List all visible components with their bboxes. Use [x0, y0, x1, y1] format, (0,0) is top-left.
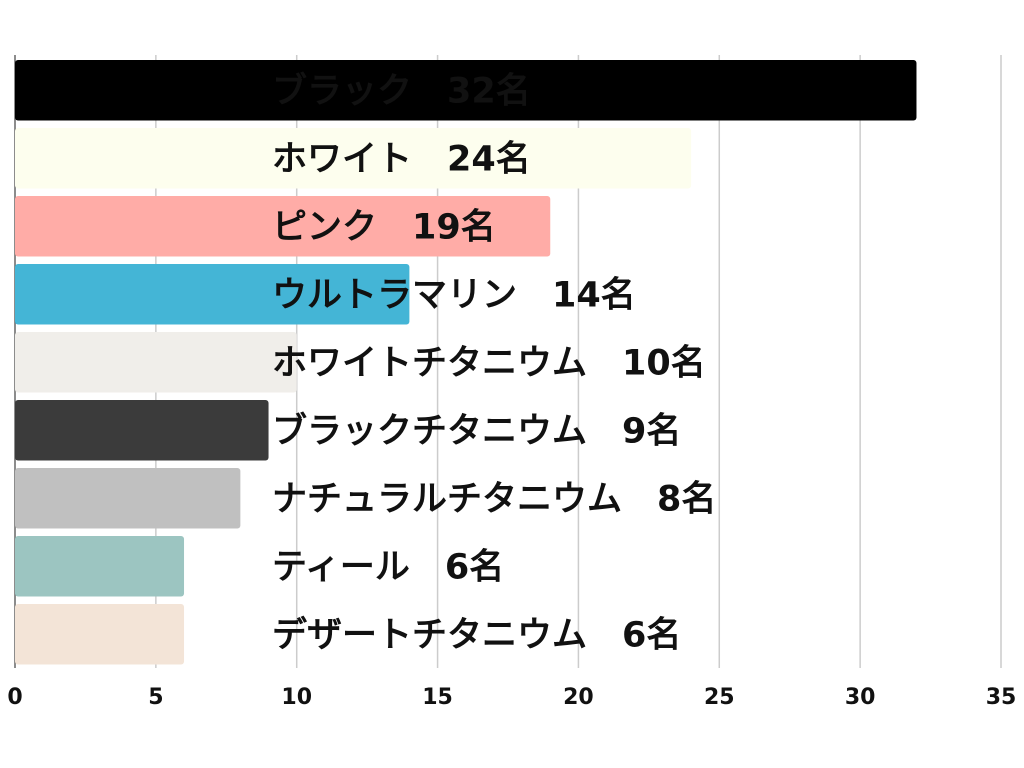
bar-label-2: ホワイト 24名: [272, 139, 531, 179]
x-tick-label-5: 5: [148, 685, 163, 710]
x-tick-label-10: 10: [281, 685, 312, 710]
bar-3: [15, 196, 551, 257]
bar-1: [15, 60, 917, 121]
bar-label-3: ピンク 19名: [272, 207, 496, 247]
x-tick-label-0: 0: [7, 685, 22, 710]
bar-4: [15, 264, 410, 325]
bar-label-9: デザートチタニウム 6名: [272, 614, 681, 655]
x-axis-ticks: 0 5 10 15 20 25 30 35: [7, 685, 1016, 710]
bars: [15, 60, 917, 665]
bar-2: [15, 128, 692, 189]
bar-label-8: ティール 6名: [272, 547, 504, 587]
bar-label-5: ホワイトチタニウム 10名: [272, 343, 706, 383]
x-tick-label-35: 35: [986, 685, 1017, 710]
x-tick-label-25: 25: [704, 685, 735, 710]
x-tick-label-15: 15: [422, 685, 453, 710]
bar-6: [15, 400, 269, 461]
bar-label-1: ブラック 32名: [272, 70, 531, 111]
bar-5: [15, 332, 297, 393]
bar-label-4: ウルトラマリン 14名: [272, 275, 636, 315]
bar-9: [15, 604, 185, 665]
bar-label-7: ナチュラルチタニウム 8名: [272, 479, 716, 519]
x-tick-label-20: 20: [563, 685, 594, 710]
bar-label-6: ブラックチタニウム 9名: [272, 410, 681, 451]
bar-7: [15, 468, 241, 529]
x-tick-label-30: 30: [845, 685, 876, 710]
bar-8: [15, 536, 185, 597]
